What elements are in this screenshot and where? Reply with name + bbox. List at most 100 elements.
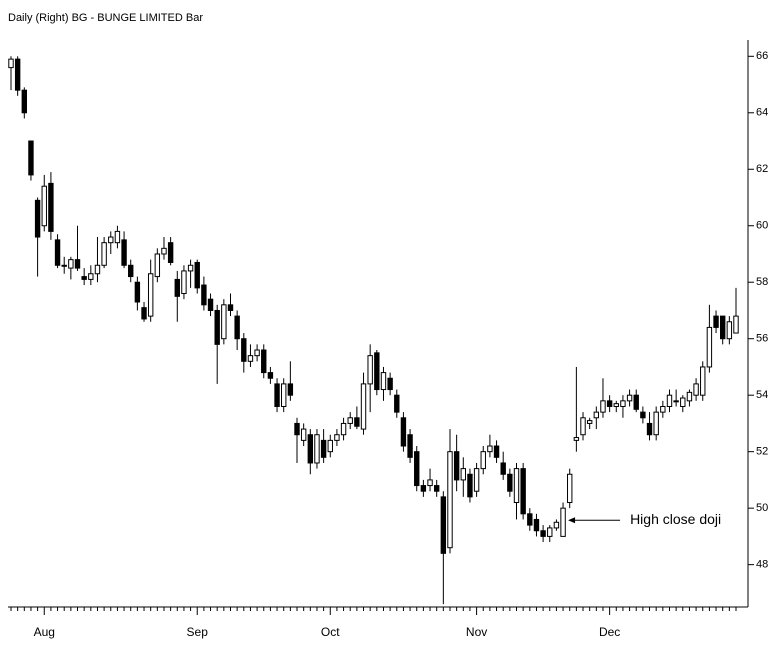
candle-body xyxy=(700,366,706,396)
candle-body xyxy=(706,326,713,368)
candle-body xyxy=(567,473,573,504)
candle-body xyxy=(633,394,639,410)
candle-body xyxy=(21,89,28,114)
y-tick-label: 50 xyxy=(756,502,768,514)
candle-body xyxy=(646,422,653,436)
candle-body xyxy=(108,236,114,244)
candle-body xyxy=(354,417,360,427)
candle-body xyxy=(400,417,407,447)
candle-body xyxy=(380,372,387,391)
chart-title: Daily (Right) BG - BUNGE LIMITED Bar xyxy=(8,12,203,24)
y-tick-label: 56 xyxy=(756,333,768,345)
candle-body xyxy=(74,259,81,269)
candle-body xyxy=(733,315,739,334)
y-tick-label: 52 xyxy=(756,446,768,458)
candle-body xyxy=(460,468,466,481)
candle-body xyxy=(54,239,61,266)
candle-body xyxy=(680,397,686,407)
y-tick-label: 64 xyxy=(756,107,768,119)
candle-body xyxy=(527,513,533,526)
candle-body xyxy=(94,264,101,275)
candle-body xyxy=(201,284,207,306)
candle-body xyxy=(586,420,593,424)
candle-body xyxy=(666,394,673,407)
candle-body xyxy=(407,434,413,458)
candle-body xyxy=(440,496,447,554)
x-tick-label: Oct xyxy=(321,625,340,639)
candle-body xyxy=(181,270,187,295)
candle-body xyxy=(274,383,280,407)
candle-body xyxy=(480,451,486,470)
candle-body xyxy=(101,242,107,266)
candle-body xyxy=(294,422,300,436)
candle-body xyxy=(360,383,367,430)
candle-body xyxy=(68,259,74,269)
candle-body xyxy=(320,439,327,458)
candle-body xyxy=(221,304,227,340)
candle-body xyxy=(693,383,699,396)
candle-body xyxy=(81,276,87,280)
candle-body xyxy=(613,403,619,407)
candle-body xyxy=(580,417,586,436)
candle-body xyxy=(327,439,333,453)
candle-body xyxy=(134,281,141,303)
candle-body xyxy=(427,479,433,487)
candle-body xyxy=(626,394,633,402)
candle-body xyxy=(141,307,147,320)
y-tick-label: 58 xyxy=(756,276,768,288)
candle-body xyxy=(88,273,94,280)
candle-body xyxy=(300,428,307,441)
candle-body xyxy=(553,521,560,529)
candle-body xyxy=(719,315,726,340)
candle-body xyxy=(387,377,393,391)
candle-body xyxy=(340,422,347,436)
candle-body xyxy=(547,527,553,537)
candle-body xyxy=(374,352,380,391)
candle-body xyxy=(247,355,254,362)
candle-body xyxy=(414,451,420,487)
candle-body xyxy=(207,298,214,311)
candle-body xyxy=(147,273,154,317)
candle-body xyxy=(726,321,733,340)
candle-body xyxy=(154,253,161,278)
candle-body xyxy=(41,185,47,227)
candle-body xyxy=(620,400,626,407)
annotation-arrowhead xyxy=(568,517,576,524)
candle-body xyxy=(467,473,473,498)
candle-body xyxy=(573,437,580,441)
candle-body xyxy=(600,400,606,413)
candle-body xyxy=(234,315,240,340)
candle-body xyxy=(560,507,566,537)
candle-body xyxy=(367,355,373,385)
candle-body xyxy=(520,468,526,515)
candle-body xyxy=(281,383,287,407)
candle-body xyxy=(14,58,21,91)
candle-body xyxy=(713,315,719,328)
candle-body xyxy=(174,278,180,297)
candle-body xyxy=(487,445,493,453)
candle-body xyxy=(254,349,260,357)
candle-body xyxy=(61,264,67,267)
candle-body xyxy=(593,411,600,419)
candle-body xyxy=(493,445,500,458)
x-tick-label: Aug xyxy=(34,625,55,639)
candle-body xyxy=(34,199,41,238)
candle-body xyxy=(48,182,54,232)
candle-body xyxy=(447,451,453,549)
x-tick-label: Sep xyxy=(187,625,209,639)
candle-body xyxy=(673,400,679,403)
candle-body xyxy=(267,372,274,379)
candle-body xyxy=(453,451,460,481)
candle-body xyxy=(513,468,520,504)
x-tick-label: Dec xyxy=(599,625,620,639)
candle-body xyxy=(653,411,659,436)
candle-body xyxy=(473,468,480,492)
candle-body xyxy=(167,242,174,263)
x-tick-label: Nov xyxy=(466,625,487,639)
annotation-text: High close doji xyxy=(630,511,721,527)
candle-body xyxy=(334,434,340,441)
candle-body xyxy=(161,247,167,255)
candle-body xyxy=(261,349,267,374)
candle-body xyxy=(241,338,247,362)
candle-body xyxy=(500,462,506,475)
